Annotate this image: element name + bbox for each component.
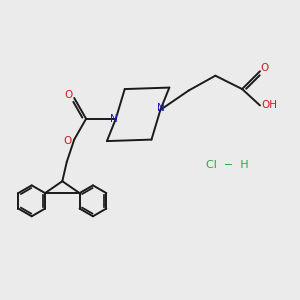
Text: N: N — [157, 103, 165, 113]
Text: Cl  −  H: Cl − H — [206, 160, 249, 170]
Text: OH: OH — [262, 100, 278, 110]
Text: O: O — [260, 63, 268, 73]
Text: O: O — [65, 90, 73, 100]
Text: N: N — [110, 114, 118, 124]
Text: O: O — [64, 136, 72, 146]
